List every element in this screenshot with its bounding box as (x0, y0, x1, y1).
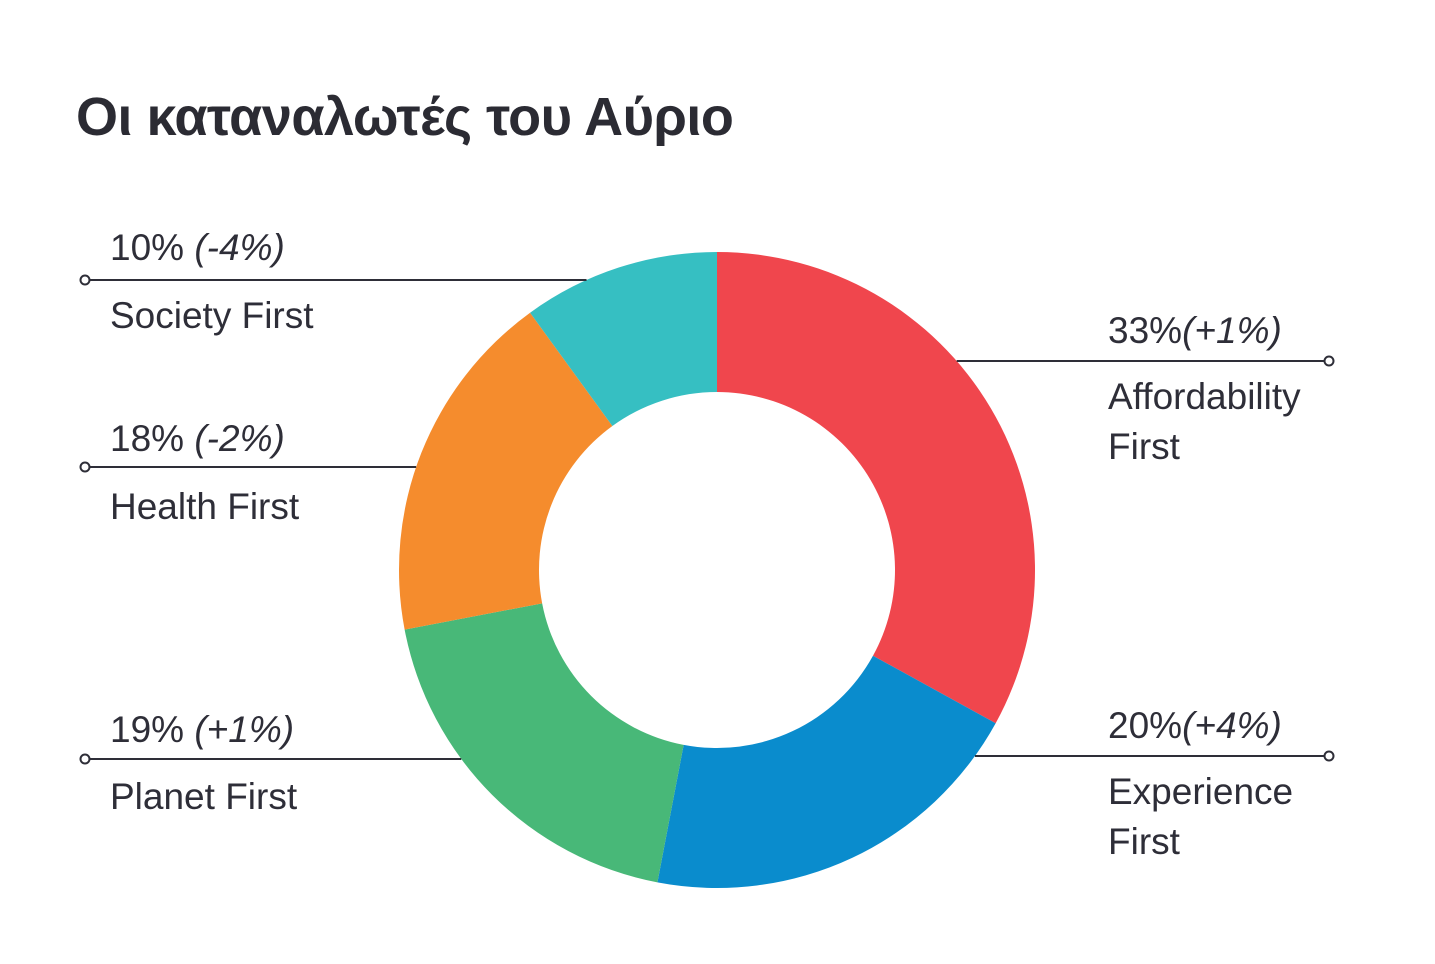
experience-change: (+4%) (1182, 705, 1282, 746)
experience-name-label: Experience First (1108, 771, 1294, 862)
affordability-name-label: Affordability First (1108, 376, 1301, 467)
donut-segment-health (398, 312, 613, 630)
health-pct: 18% (110, 418, 185, 459)
health-value-label: 18% (-2%) (110, 417, 285, 461)
donut-segment-society (530, 252, 717, 426)
leader-dot-planet (79, 753, 91, 765)
society-name-label: Society First (110, 295, 314, 336)
experience-value-label: 20%(+4%) (1108, 704, 1282, 748)
society-change: (-4%) (184, 227, 285, 268)
experience-pct: 20% (1108, 705, 1183, 746)
planet-name-label: Planet First (110, 776, 298, 817)
donut-segment-affordability (717, 252, 1036, 724)
leader-dot-experience (1323, 750, 1335, 762)
affordability-pct: 33% (1108, 310, 1183, 351)
affordability-value-label: 33%(+1%) (1108, 309, 1282, 353)
page-title: Οι καταναλωτές του Αύριο (76, 87, 734, 148)
society-value-label: 10% (-4%) (110, 226, 285, 270)
health-change: (-2%) (184, 418, 285, 459)
leader-dot-society (79, 274, 91, 286)
society-pct: 10% (110, 227, 185, 268)
planet-value-label: 19% (+1%) (110, 708, 294, 752)
leader-dot-health (79, 461, 91, 473)
donut-segment-experience (657, 655, 996, 889)
donut-segment-planet (404, 603, 684, 883)
health-name-label: Health First (110, 486, 300, 527)
planet-change: (+1%) (184, 709, 295, 750)
planet-pct: 19% (110, 709, 185, 750)
leader-dot-affordability (1323, 355, 1335, 367)
affordability-change: (+1%) (1182, 310, 1282, 351)
